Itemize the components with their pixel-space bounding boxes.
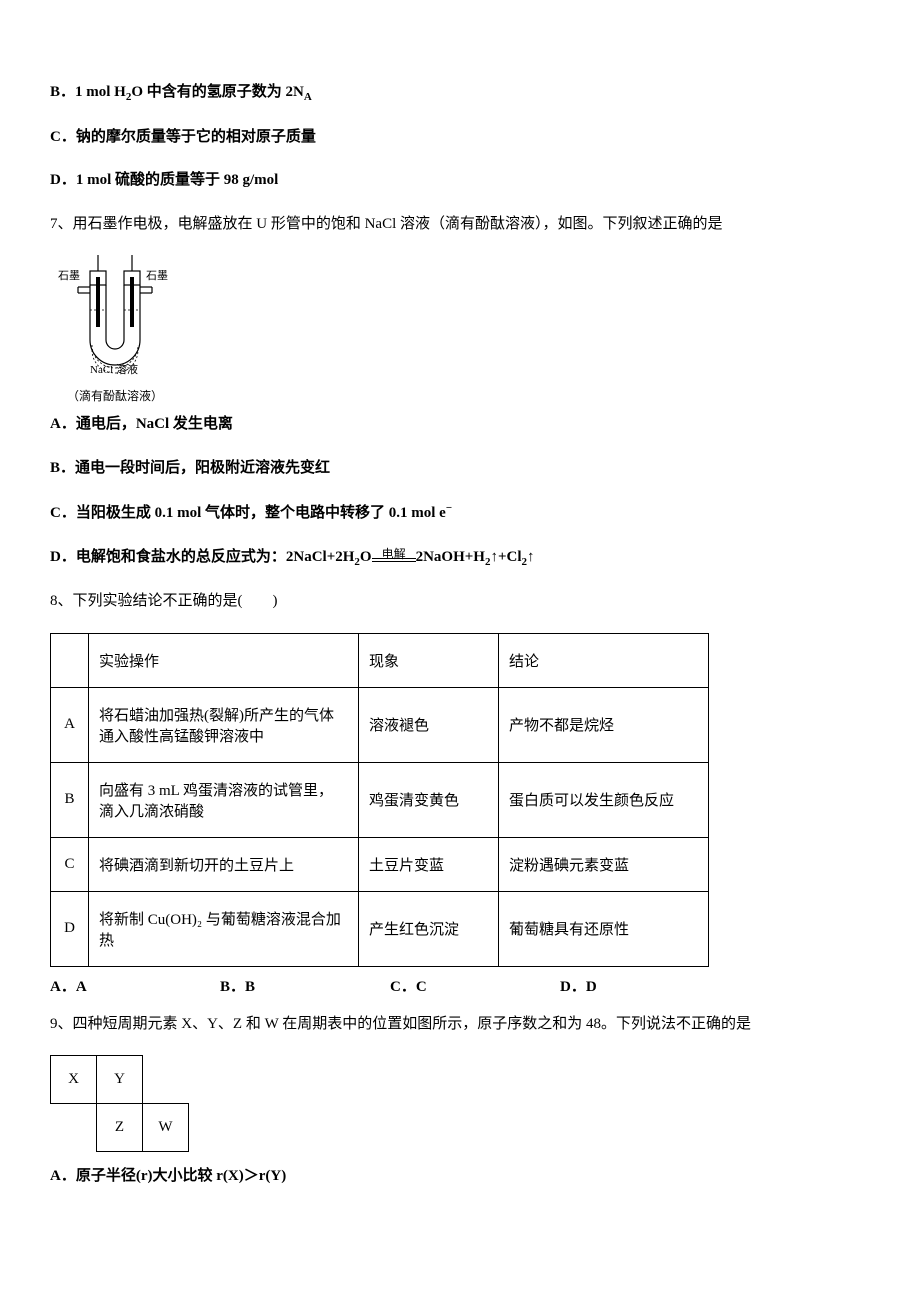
row-id: A [51, 687, 89, 762]
cell-X: X [51, 1056, 97, 1104]
row-op: 将石蜡油加强热(裂解)所产生的气体通入酸性高锰酸钾溶液中 [89, 687, 359, 762]
q7-opt-A: A．通电后，NaCl 发生电离 [50, 412, 870, 438]
q7-opt-B: B．通电一段时间后，阳极附近溶液先变红 [50, 456, 870, 482]
diagram-caption: （滴有酚酞溶液） [50, 387, 180, 404]
q7-diagram: 石墨 石墨 NaCl 溶液 [50, 255, 870, 404]
q7-opt-C: C．当阳极生成 0.1 mol 气体时，整个电路中转移了 0.1 mol e− [50, 499, 870, 527]
prefix: 电解饱和食盐水的总反应式为： [76, 549, 286, 565]
cell-W: W [143, 1104, 189, 1152]
row-ph: 产生红色沉淀 [359, 891, 499, 966]
opt-text: 钠的摩尔质量等于它的相对原子质量 [76, 129, 316, 145]
q8-table: 实验操作 现象 结论 A 将石蜡油加强热(裂解)所产生的气体通入酸性高锰酸钾溶液… [50, 633, 709, 967]
row-op: 将碘酒滴到新切开的土豆片上 [89, 837, 359, 891]
opt-D: D．D [560, 975, 730, 996]
q7-opt-D: D．电解饱和食盐水的总反应式为：2NaCl+2H2O电解2NaOH+H2↑+Cl… [50, 545, 870, 572]
row-ph: 鸡蛋清变黄色 [359, 762, 499, 837]
cell-Z: Z [97, 1104, 143, 1152]
equation-arrow: 电解 [372, 548, 416, 566]
opt-B: B．B [220, 975, 390, 996]
q9-opt-A: A．原子半径(r)大小比较 r(X)＞r(Y) [50, 1164, 870, 1190]
opt-text: 原子半径(r)大小比较 r(X)＞r(Y) [76, 1168, 286, 1184]
opt-label: D． [50, 549, 76, 565]
sub2: A [304, 91, 312, 103]
opt-label: C． [50, 505, 76, 521]
row-id: C [51, 837, 89, 891]
q9-periodic-grid: X Y Z W [50, 1055, 189, 1152]
q9-stem: 9、四种短周期元素 X、Y、Z 和 W 在周期表中的位置如图所示，原子序数之和为… [50, 1012, 870, 1038]
row-id: D [51, 891, 89, 966]
opt-label: B． [50, 84, 75, 100]
opt-text: 通电后，NaCl 发生电离 [76, 416, 233, 432]
opt-C: C．C [390, 975, 560, 996]
left-electrode-label: 石墨 [58, 269, 80, 282]
rhs1: 2NaOH+H [416, 549, 485, 565]
row-con: 葡萄糖具有还原性 [499, 891, 709, 966]
opt-text: 当阳极生成 0.1 mol 气体时，整个电路中转移了 0.1 mol e [76, 505, 446, 521]
opt-label: A． [50, 416, 76, 432]
opt-label: D． [50, 172, 76, 188]
opt-A: A．A [50, 975, 220, 996]
rhs3: ↑ [527, 549, 535, 565]
opt-label: C． [50, 129, 76, 145]
q6-opt-B: B．1 mol H2O 中含有的氢原子数为 2NA [50, 80, 870, 107]
row-op: 向盛有 3 mL 鸡蛋清溶液的试管里，滴入几滴浓硝酸 [89, 762, 359, 837]
row-con: 蛋白质可以发生颜色反应 [499, 762, 709, 837]
opt-text: 1 mol H [75, 84, 126, 100]
cell-blank [51, 1104, 97, 1152]
q8-options: A．A B．B C．C D．D [50, 975, 870, 996]
q7-stem: 7、用石墨作电极，电解盛放在 U 形管中的饱和 NaCl 溶液（滴有酚酞溶液），… [50, 212, 870, 238]
opt-label: A． [50, 1168, 76, 1184]
row-op: 将新制 Cu(OH)₂ 与葡萄糖溶液混合加热 [89, 891, 359, 966]
opt-label: B． [50, 460, 75, 476]
q8-stem: 8、下列实验结论不正确的是( ) [50, 589, 870, 615]
solution-label: NaCl 溶液 [90, 362, 138, 375]
header-con: 结论 [499, 633, 709, 687]
sup: − [446, 502, 452, 514]
header-ph: 现象 [359, 633, 499, 687]
table-row: D 将新制 Cu(OH)₂ 与葡萄糖溶液混合加热 产生红色沉淀 葡萄糖具有还原性 [51, 891, 709, 966]
header-blank [51, 633, 89, 687]
row-ph: 土豆片变蓝 [359, 837, 499, 891]
rhs2: ↑+Cl [490, 549, 521, 565]
q6-opt-D: D．1 mol 硫酸的质量等于 98 g/mol [50, 168, 870, 194]
row-ph: 溶液褪色 [359, 687, 499, 762]
u-tube-svg: 石墨 石墨 NaCl 溶液 [50, 255, 170, 385]
table-row: C 将碘酒滴到新切开的土豆片上 土豆片变蓝 淀粉遇碘元素变蓝 [51, 837, 709, 891]
q6-opt-C: C．钠的摩尔质量等于它的相对原子质量 [50, 125, 870, 151]
lhs2: O [360, 549, 372, 565]
cell-Y: Y [97, 1056, 143, 1104]
header-op: 实验操作 [89, 633, 359, 687]
lhs: 2NaCl+2H [286, 549, 355, 565]
opt-text2: O 中含有的氢原子数为 2N [131, 84, 304, 100]
table-row: A 将石蜡油加强热(裂解)所产生的气体通入酸性高锰酸钾溶液中 溶液褪色 产物不都… [51, 687, 709, 762]
cell-blank [143, 1056, 189, 1104]
opt-text: 通电一段时间后，阳极附近溶液先变红 [75, 460, 330, 476]
table-row: B 向盛有 3 mL 鸡蛋清溶液的试管里，滴入几滴浓硝酸 鸡蛋清变黄色 蛋白质可… [51, 762, 709, 837]
right-electrode-label: 石墨 [146, 269, 168, 282]
table-header-row: 实验操作 现象 结论 [51, 633, 709, 687]
row-con: 淀粉遇碘元素变蓝 [499, 837, 709, 891]
row-con: 产物不都是烷烃 [499, 687, 709, 762]
row-id: B [51, 762, 89, 837]
opt-text: 1 mol 硫酸的质量等于 98 g/mol [76, 172, 279, 188]
